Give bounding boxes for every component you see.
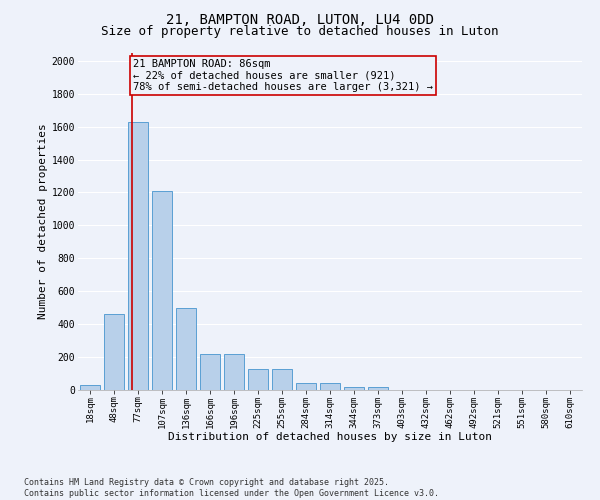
- Bar: [152, 191, 172, 390]
- X-axis label: Distribution of detached houses by size in Luton: Distribution of detached houses by size …: [168, 432, 492, 442]
- Bar: [248, 368, 268, 390]
- Y-axis label: Number of detached properties: Number of detached properties: [38, 124, 47, 319]
- Text: Size of property relative to detached houses in Luton: Size of property relative to detached ho…: [101, 25, 499, 38]
- Bar: [128, 122, 148, 390]
- Bar: [104, 314, 124, 390]
- Text: 21, BAMPTON ROAD, LUTON, LU4 0DD: 21, BAMPTON ROAD, LUTON, LU4 0DD: [166, 12, 434, 26]
- Bar: [176, 308, 196, 390]
- Text: 21 BAMPTON ROAD: 86sqm
← 22% of detached houses are smaller (921)
78% of semi-de: 21 BAMPTON ROAD: 86sqm ← 22% of detached…: [133, 59, 433, 92]
- Bar: [344, 386, 364, 390]
- Bar: [272, 368, 292, 390]
- Text: Contains HM Land Registry data © Crown copyright and database right 2025.
Contai: Contains HM Land Registry data © Crown c…: [24, 478, 439, 498]
- Bar: [368, 386, 388, 390]
- Bar: [224, 354, 244, 390]
- Bar: [296, 382, 316, 390]
- Bar: [320, 382, 340, 390]
- Bar: [80, 385, 100, 390]
- Bar: [200, 354, 220, 390]
